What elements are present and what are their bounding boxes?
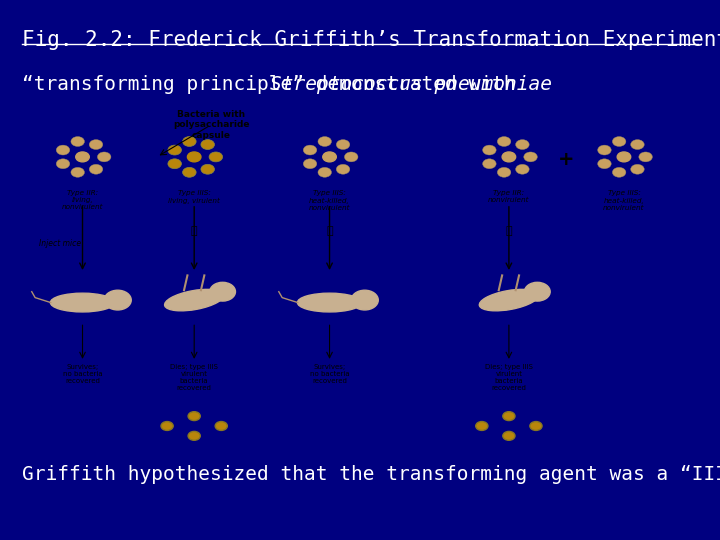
Text: Type IIIS:
heat-killed,
nonvirulent: Type IIIS: heat-killed, nonvirulent xyxy=(603,191,644,211)
Circle shape xyxy=(336,140,350,150)
Text: 💉: 💉 xyxy=(191,226,197,236)
Circle shape xyxy=(516,164,529,174)
Circle shape xyxy=(524,282,550,301)
Circle shape xyxy=(56,145,70,155)
Text: Survives;
no bacteria
recovered: Survives; no bacteria recovered xyxy=(63,364,102,384)
Circle shape xyxy=(168,159,181,168)
Circle shape xyxy=(516,140,529,150)
Circle shape xyxy=(351,290,378,310)
Circle shape xyxy=(318,137,331,146)
Ellipse shape xyxy=(50,293,114,312)
Circle shape xyxy=(188,411,200,421)
Circle shape xyxy=(498,137,511,146)
Circle shape xyxy=(598,145,611,155)
Text: Fig. 2.2: Frederick Griffith’s Transformation Experiment - 1928: Fig. 2.2: Frederick Griffith’s Transform… xyxy=(22,30,720,50)
Circle shape xyxy=(503,431,515,440)
Circle shape xyxy=(303,145,317,155)
Circle shape xyxy=(613,167,626,177)
Circle shape xyxy=(530,422,542,430)
Text: Streptococcus pneumoniae: Streptococcus pneumoniae xyxy=(270,75,552,93)
Text: Inject mice: Inject mice xyxy=(39,239,81,248)
Circle shape xyxy=(344,152,358,162)
Ellipse shape xyxy=(165,289,224,311)
Circle shape xyxy=(161,422,174,430)
Text: Dies; type IIIS
virulent
bacteria
recovered: Dies; type IIIS virulent bacteria recove… xyxy=(485,364,533,391)
Circle shape xyxy=(209,152,222,162)
Circle shape xyxy=(89,140,103,150)
Circle shape xyxy=(639,152,652,162)
Circle shape xyxy=(201,164,215,174)
Circle shape xyxy=(188,431,200,440)
Circle shape xyxy=(336,164,350,174)
Text: Survives;
no bacteria
recovered: Survives; no bacteria recovered xyxy=(310,364,349,384)
Circle shape xyxy=(56,159,70,168)
Circle shape xyxy=(498,167,511,177)
Text: Type IIR:
nonvirulent: Type IIR: nonvirulent xyxy=(488,191,530,204)
Text: 💉: 💉 xyxy=(326,226,333,236)
Circle shape xyxy=(482,145,496,155)
Text: +: + xyxy=(558,150,575,169)
Circle shape xyxy=(323,152,336,162)
Text: Dies; type IIIS
virulent
bacteria
recovered: Dies; type IIIS virulent bacteria recove… xyxy=(170,364,218,391)
Circle shape xyxy=(523,152,537,162)
Circle shape xyxy=(187,152,201,162)
Circle shape xyxy=(598,159,611,168)
Circle shape xyxy=(76,152,89,162)
Circle shape xyxy=(71,167,84,177)
Circle shape xyxy=(631,140,644,150)
Circle shape xyxy=(502,152,516,162)
Circle shape xyxy=(168,145,181,155)
Circle shape xyxy=(482,159,496,168)
Text: Bacteria with
polysaccharide
capsule: Bacteria with polysaccharide capsule xyxy=(173,110,249,140)
Circle shape xyxy=(503,411,515,421)
Circle shape xyxy=(183,167,196,177)
Circle shape xyxy=(210,282,235,301)
Circle shape xyxy=(89,164,103,174)
Circle shape xyxy=(318,167,331,177)
Text: Type IIIS:
heat-killed,
nonvirulent: Type IIIS: heat-killed, nonvirulent xyxy=(309,191,351,211)
Circle shape xyxy=(97,152,111,162)
Text: Griffith hypothesized that the transforming agent was a “IIIS” protein.: Griffith hypothesized that the transform… xyxy=(22,465,720,484)
Circle shape xyxy=(183,137,196,146)
Circle shape xyxy=(476,422,488,430)
Text: “transforming principle” demonstrated with: “transforming principle” demonstrated wi… xyxy=(22,75,539,93)
Circle shape xyxy=(201,140,215,150)
Circle shape xyxy=(104,290,131,310)
Circle shape xyxy=(631,164,644,174)
Circle shape xyxy=(617,152,631,162)
Text: Type IIR:
living,
nonvirulent: Type IIR: living, nonvirulent xyxy=(62,191,103,211)
Text: Type IIIS:
living, virulent: Type IIIS: living, virulent xyxy=(168,191,220,204)
Circle shape xyxy=(303,159,317,168)
Circle shape xyxy=(613,137,626,146)
Circle shape xyxy=(71,137,84,146)
Ellipse shape xyxy=(297,293,361,312)
Ellipse shape xyxy=(480,289,539,311)
Circle shape xyxy=(215,422,228,430)
Text: 💉: 💉 xyxy=(505,226,512,236)
